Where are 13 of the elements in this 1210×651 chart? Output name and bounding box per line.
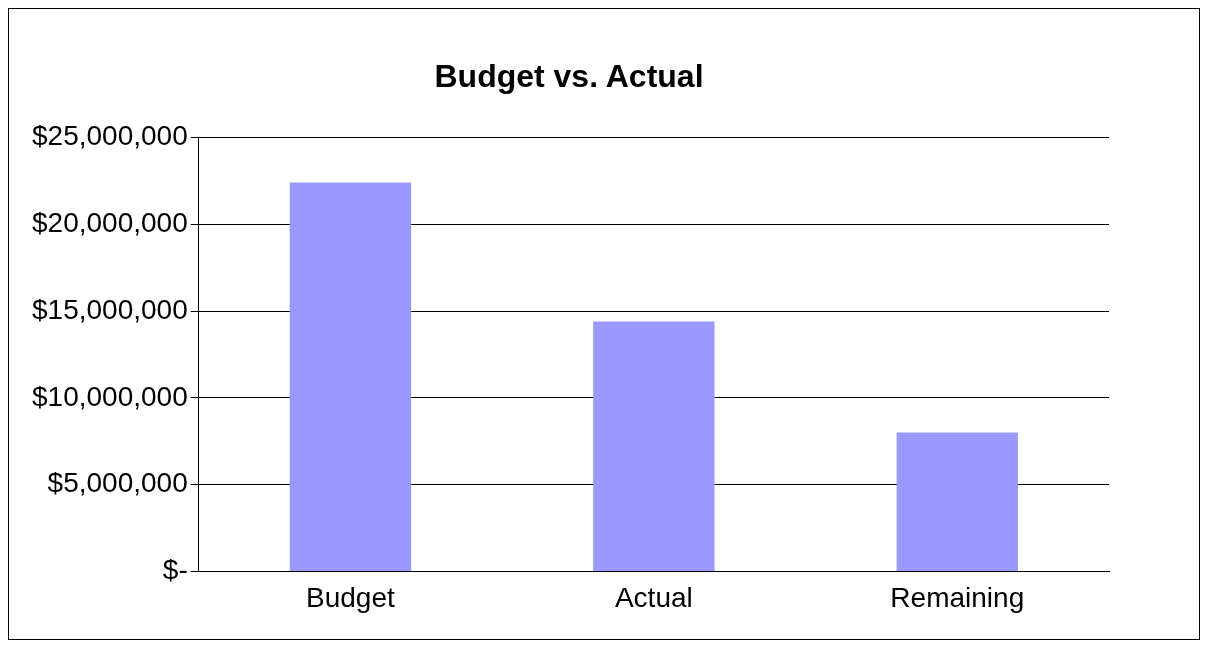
y-tick-label: $10,000,000 [31,380,188,412]
x-tick-label: Actual [614,581,693,613]
y-tick-label: $- [162,554,188,586]
y-tick-label: $15,000,000 [31,293,188,325]
x-tick-label: Budget [306,581,396,613]
y-tick-label: $25,000,000 [31,120,188,152]
bar [289,182,412,571]
y-tick-label: $5,000,000 [47,467,188,499]
bar [896,432,1018,571]
y-tick-label: $20,000,000 [31,206,188,238]
x-tick-label: Remaining [890,581,1025,613]
bar [593,321,715,571]
chart-title: Budget vs. Actual [434,58,704,95]
